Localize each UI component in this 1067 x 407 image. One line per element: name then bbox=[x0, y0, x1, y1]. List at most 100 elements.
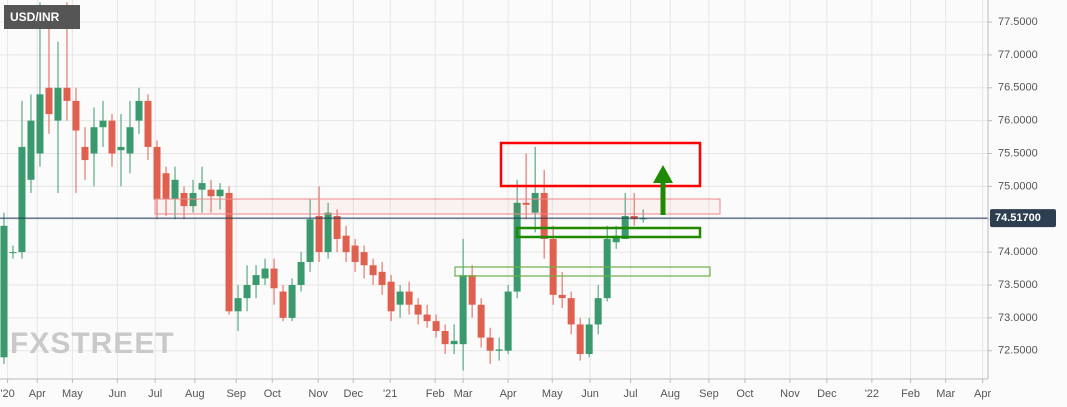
candle-body bbox=[531, 192, 539, 213]
candle-body bbox=[243, 284, 251, 299]
green-zone bbox=[454, 266, 711, 277]
candle-body bbox=[378, 271, 386, 285]
candle-body bbox=[270, 268, 278, 289]
x-tick-label: Aug bbox=[185, 388, 205, 400]
candle-body bbox=[216, 189, 224, 197]
candle-body bbox=[288, 284, 296, 318]
y-tick-label: 75.5000 bbox=[998, 147, 1038, 159]
x-tick-label: May bbox=[62, 388, 83, 400]
candle-body bbox=[567, 298, 575, 325]
candle-body bbox=[72, 100, 80, 131]
candle-body bbox=[324, 212, 332, 253]
candle-body bbox=[585, 324, 593, 355]
watermark: FXSTREET bbox=[10, 327, 175, 360]
x-tick-label: Nov bbox=[780, 388, 800, 400]
grid bbox=[0, 0, 988, 379]
x-tick-label: Dec bbox=[817, 388, 837, 400]
candle-body bbox=[441, 331, 449, 345]
candle-body bbox=[405, 291, 413, 305]
candle-body bbox=[189, 192, 197, 207]
x-tick-label: Feb bbox=[901, 388, 920, 400]
candle-body bbox=[252, 275, 260, 285]
candle-body bbox=[207, 189, 215, 197]
x-tick-label: Mar bbox=[454, 388, 473, 400]
x-tick-label: Jul bbox=[624, 388, 638, 400]
candle-body bbox=[90, 127, 98, 154]
candle-body bbox=[603, 238, 611, 299]
last-price-box bbox=[990, 209, 1056, 228]
candle-body bbox=[54, 87, 62, 121]
x-tick-label: Mar bbox=[936, 388, 955, 400]
candle-body bbox=[387, 281, 395, 312]
candle-body bbox=[477, 304, 485, 338]
candle-body bbox=[612, 235, 620, 243]
candle-body bbox=[162, 173, 170, 200]
candle-body bbox=[117, 146, 125, 151]
x-tick-label: Sep bbox=[699, 388, 719, 400]
x-tick-label: Apr bbox=[974, 388, 991, 400]
candle-body bbox=[315, 215, 323, 253]
candle-body bbox=[333, 215, 341, 239]
y-tick-label: 74.0000 bbox=[998, 246, 1038, 258]
candle-body bbox=[306, 219, 314, 262]
candle-body bbox=[108, 120, 116, 154]
x-tick-label: Jul bbox=[148, 388, 162, 400]
axis-area bbox=[988, 0, 1067, 407]
red-zone bbox=[154, 198, 721, 215]
candle-body bbox=[513, 202, 521, 292]
x-tick-label: Feb bbox=[426, 388, 445, 400]
y-tick-label: 76.5000 bbox=[998, 82, 1038, 94]
candle-body bbox=[9, 252, 17, 254]
x-tick-label: Jun bbox=[109, 388, 127, 400]
candle-body bbox=[36, 94, 44, 154]
candle-body bbox=[198, 183, 206, 190]
y-tick-label: 73.5000 bbox=[998, 279, 1038, 291]
x-tick-label: '21 bbox=[383, 388, 397, 400]
candle-body bbox=[279, 291, 287, 318]
red-box bbox=[499, 141, 702, 188]
x-tick-label: Sep bbox=[226, 388, 246, 400]
candle-body bbox=[27, 120, 35, 180]
annotations bbox=[154, 141, 721, 277]
x-tick-label: Jun bbox=[581, 388, 599, 400]
candle-body bbox=[360, 252, 368, 266]
candle-body bbox=[630, 215, 638, 220]
x-tick-label: Oct bbox=[264, 388, 281, 400]
x-tick-label: May bbox=[542, 388, 563, 400]
candle-body bbox=[342, 235, 350, 253]
candle-body bbox=[558, 294, 566, 299]
x-tick-label: Aug bbox=[660, 388, 680, 400]
candle-body bbox=[450, 340, 458, 345]
candle-body bbox=[144, 100, 152, 147]
candle-body bbox=[135, 100, 143, 121]
candle-body bbox=[153, 146, 161, 200]
candle-body bbox=[540, 192, 548, 239]
candle-body bbox=[576, 324, 584, 355]
candle-body bbox=[432, 321, 440, 332]
candle-body bbox=[171, 179, 179, 200]
candle-body bbox=[81, 146, 89, 161]
y-tick-label: 72.5000 bbox=[998, 345, 1038, 357]
y-tick-label: 75.0000 bbox=[998, 180, 1038, 192]
candle-body bbox=[99, 120, 107, 128]
candle-body bbox=[369, 265, 377, 276]
candle-body bbox=[414, 304, 422, 315]
candle-body bbox=[594, 298, 602, 325]
candle-body bbox=[495, 349, 503, 351]
x-tick-label: Dec bbox=[344, 388, 364, 400]
candle-body bbox=[297, 261, 305, 285]
candle-body bbox=[18, 146, 26, 253]
green-box bbox=[515, 226, 702, 239]
y-tick-label: 77.5000 bbox=[998, 16, 1038, 28]
x-tick-label: '22 bbox=[865, 388, 879, 400]
x-tick-label: Nov bbox=[308, 388, 328, 400]
candle-body bbox=[522, 202, 530, 205]
candle-body bbox=[486, 337, 494, 351]
title-box bbox=[4, 5, 80, 29]
x-tick-label: Oct bbox=[736, 388, 753, 400]
last-price-label: 74.51700 bbox=[995, 212, 1041, 224]
candle-body bbox=[126, 127, 134, 154]
candle-body bbox=[468, 275, 476, 305]
